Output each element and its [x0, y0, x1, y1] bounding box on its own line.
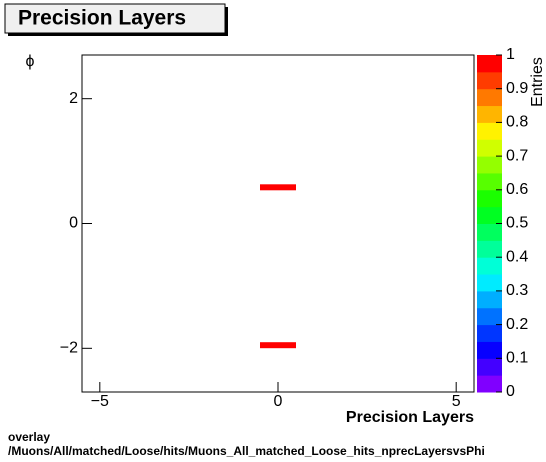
z-tick-label: 0.8 — [506, 114, 528, 131]
y-axis-label: ϕ — [26, 53, 35, 70]
chart-title: Precision Layers — [18, 7, 186, 30]
z-tick-label: 0.4 — [506, 248, 528, 265]
z-tick-label: 0.2 — [506, 316, 528, 333]
footer-line: overlay — [8, 430, 50, 444]
color-band — [477, 240, 502, 258]
z-tick-label: 0.6 — [506, 181, 528, 198]
plot-frame — [81, 54, 475, 393]
z-tick-label: 0.1 — [506, 350, 528, 367]
color-band — [477, 274, 502, 292]
color-band — [477, 88, 502, 107]
z-tick-label: 0.3 — [506, 282, 528, 299]
z-tick-label: 0 — [506, 383, 515, 400]
x-axis-label: Precision Layers — [346, 409, 474, 426]
color-band — [477, 223, 502, 241]
z-axis-label: Entries — [529, 57, 546, 107]
z-tick-label: 0.9 — [506, 80, 528, 97]
color-band — [477, 324, 502, 342]
x-tick-label: 5 — [452, 393, 461, 410]
color-band — [477, 122, 502, 140]
z-tick-label: 0.5 — [506, 215, 528, 232]
color-band — [477, 139, 502, 157]
title-box — [4, 3, 226, 34]
color-band — [477, 341, 502, 359]
color-band — [477, 257, 502, 275]
y-tick-label: 2 — [69, 90, 78, 107]
z-tick-label: 0.7 — [506, 147, 528, 164]
color-band — [477, 189, 502, 208]
color-band — [477, 55, 502, 73]
color-band — [477, 156, 502, 174]
y-tick-label: −2 — [60, 340, 78, 357]
color-band — [477, 290, 502, 309]
color-band — [477, 105, 502, 123]
color-band — [477, 172, 502, 191]
z-tick-label: 1 — [506, 46, 515, 63]
y-tick-label: 0 — [69, 215, 78, 232]
color-band — [477, 206, 502, 224]
x-tick-label: 0 — [274, 393, 283, 410]
color-band — [477, 375, 502, 393]
heatmap-cell — [260, 342, 296, 349]
x-tick-label: −5 — [91, 393, 109, 410]
heatmap-cell — [260, 184, 296, 191]
footer-line: /Muons/All/matched/Loose/hits/Muons_All_… — [8, 444, 485, 458]
color-band — [477, 307, 502, 326]
color-band — [477, 71, 502, 90]
color-band — [477, 358, 502, 376]
